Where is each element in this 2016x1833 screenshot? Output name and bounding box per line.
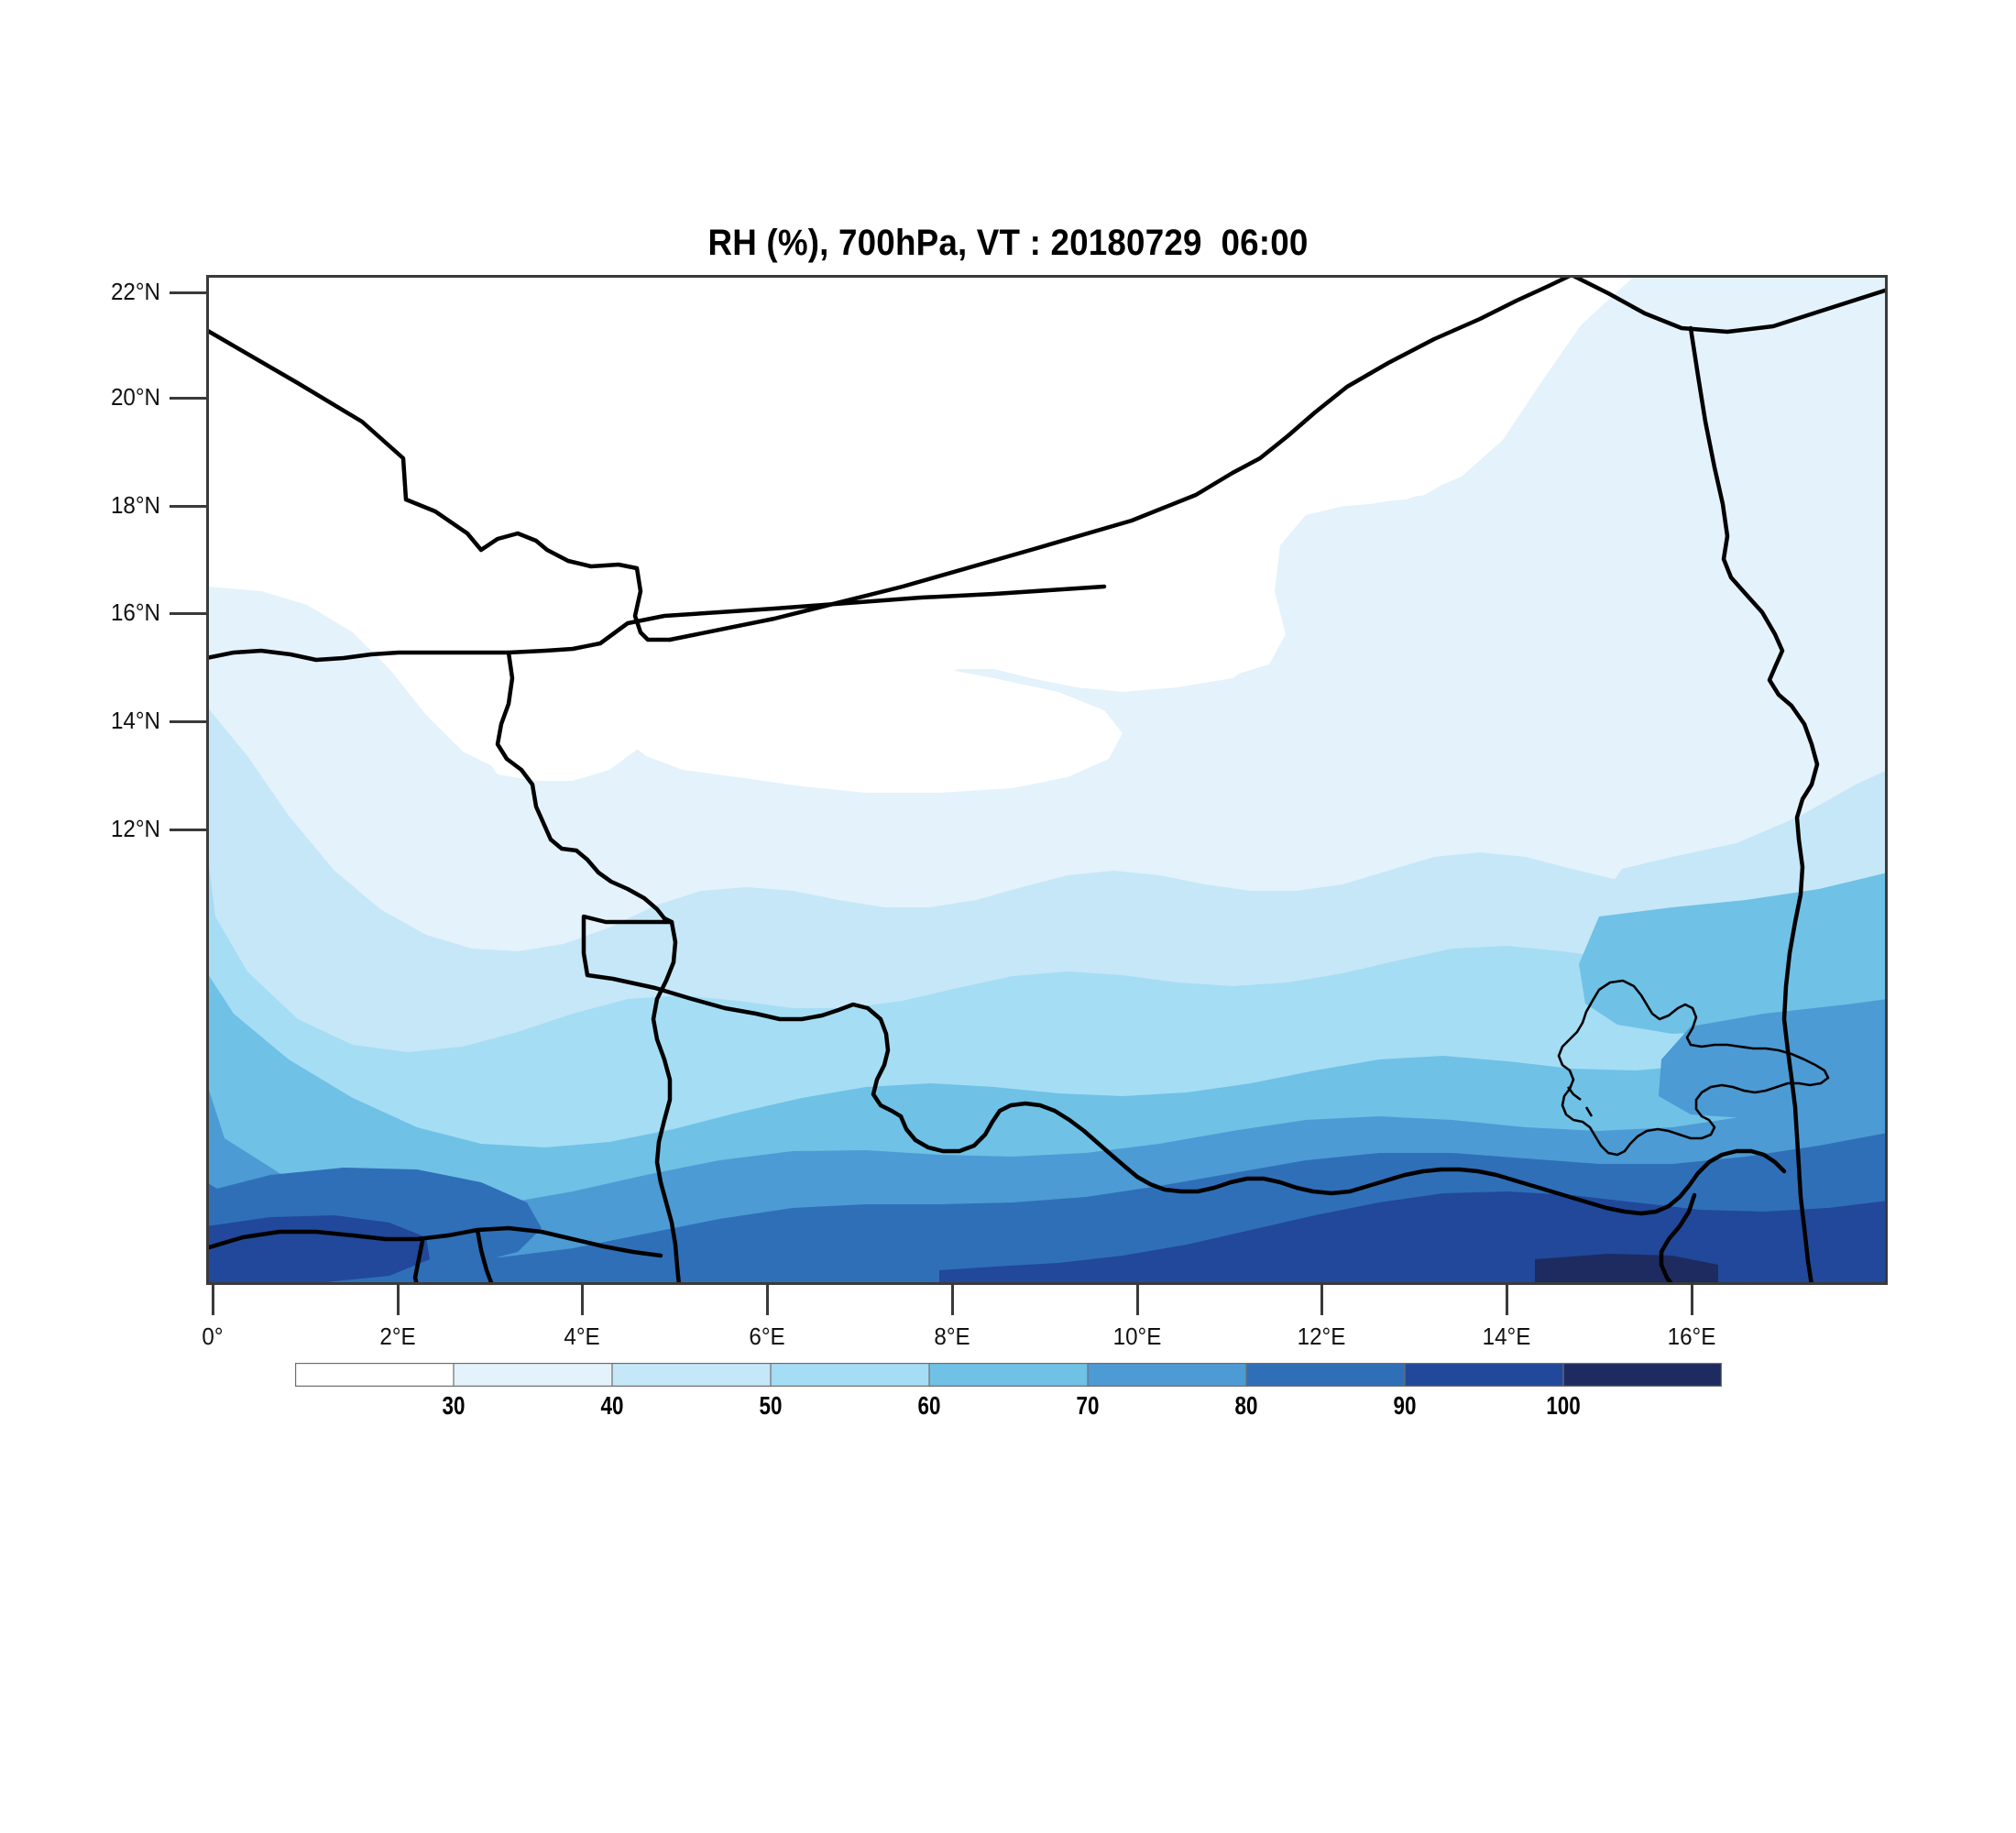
xtick-8 (951, 1285, 954, 1315)
colorbar-tick-label-60: 60 (917, 1391, 941, 1420)
xtick-label-0: 0° (202, 1323, 224, 1350)
colorbar-tick-label-70: 70 (1076, 1391, 1100, 1420)
colorbar-band-80-90 (1246, 1363, 1405, 1387)
border-togo-benin (475, 1227, 495, 1285)
ytick-label-20: 20°N (110, 383, 160, 411)
rh-band-40-50-ne-arm (1608, 770, 1888, 921)
border-benin-nigeria (651, 919, 682, 1285)
colorbar-band-70-80 (1088, 1363, 1246, 1387)
border-mali-west (206, 584, 1107, 663)
country-borders (206, 275, 1888, 1285)
ytick-16 (170, 612, 206, 615)
rh-band-20-30-core-central (481, 275, 1636, 781)
border-libya-chad (1569, 275, 1888, 335)
colorbar-swatches (295, 1363, 1722, 1387)
page-title: RH (%), 700hPa, VT : 20180729 06:00 (707, 223, 1309, 263)
colorbar[interactable] (295, 1363, 1722, 1387)
xtick-label-16: 16°E (1667, 1323, 1716, 1350)
colorbar-band-40-50 (612, 1363, 771, 1387)
colorbar-band-30-40 (454, 1363, 612, 1387)
lake-chad-outline (1557, 979, 1830, 1157)
rh-band-60-70-ne-tongue (1579, 873, 1888, 1034)
ytick-22 (170, 291, 206, 294)
colorbar-band-50-60 (771, 1363, 929, 1387)
border-niger-chad (1688, 325, 1820, 1285)
rh-band-70-80-lakechad (1659, 999, 1888, 1118)
colorbar-band-90-100 (1405, 1363, 1563, 1387)
ytick-label-14: 14°N (110, 707, 160, 734)
colorbar-band-20-30 (295, 1363, 454, 1387)
border-mali-algeria (206, 327, 673, 642)
ytick-label-12: 12°N (110, 815, 160, 842)
ytick-label-18: 18°N (110, 491, 160, 519)
xtick-12 (1320, 1285, 1323, 1315)
border-nigeria-cameroon (1659, 1192, 1697, 1285)
colorbar-tick-label-50: 50 (759, 1391, 783, 1420)
xtick-label-10: 10°E (1112, 1323, 1162, 1350)
border-burkina-ghana (206, 1225, 663, 1258)
rh-band-20-30-core-south (623, 660, 1123, 793)
xtick-label-14: 14°E (1482, 1323, 1531, 1350)
xtick-label-2: 2°E (379, 1323, 416, 1350)
plot-frame (206, 275, 1888, 1285)
border-niger-benin-nigeria (898, 1101, 1787, 1216)
rh-band-100-110-core (1535, 1254, 1718, 1285)
colorbar-tick-label-90: 90 (1393, 1391, 1417, 1420)
map-canvas (206, 275, 1888, 1285)
colorbar-outline (295, 1363, 1722, 1387)
ytick-14 (170, 720, 206, 723)
colorbar-tick-label-40: 40 (600, 1391, 624, 1420)
ytick-12 (170, 829, 206, 831)
colorbar-band-100-110 (1563, 1363, 1722, 1387)
xtick-2 (397, 1285, 400, 1315)
colorbar-band-separators (453, 1363, 1564, 1387)
xtick-0 (212, 1285, 214, 1315)
xtick-label-6: 6°E (749, 1323, 785, 1350)
rh-contour-fill (206, 275, 1888, 1285)
xtick-label-4: 4°E (564, 1323, 600, 1350)
xtick-10 (1136, 1285, 1139, 1315)
xtick-16 (1691, 1285, 1693, 1315)
xtick-14 (1506, 1285, 1508, 1315)
xtick-label-8: 8°E (934, 1323, 970, 1350)
ytick-label-22: 22°N (110, 278, 160, 305)
border-algeria-niger (667, 275, 1574, 642)
colorbar-tick-label-100: 100 (1546, 1391, 1581, 1420)
map-plot-area[interactable] (206, 275, 1888, 1285)
colorbar-band-60-70 (929, 1363, 1088, 1387)
ytick-20 (170, 397, 206, 400)
xtick-6 (766, 1285, 769, 1315)
border-mali-burkina (495, 650, 904, 1119)
border-ghana-togo (412, 1238, 425, 1285)
xtick-4 (581, 1285, 584, 1315)
xtick-label-12: 12°E (1297, 1323, 1346, 1350)
ytick-18 (170, 505, 206, 508)
ytick-label-16: 16°N (110, 598, 160, 626)
colorbar-bands (295, 1363, 1722, 1387)
colorbar-tick-label-30: 30 (442, 1391, 466, 1420)
colorbar-tick-label-80: 80 (1234, 1391, 1258, 1420)
